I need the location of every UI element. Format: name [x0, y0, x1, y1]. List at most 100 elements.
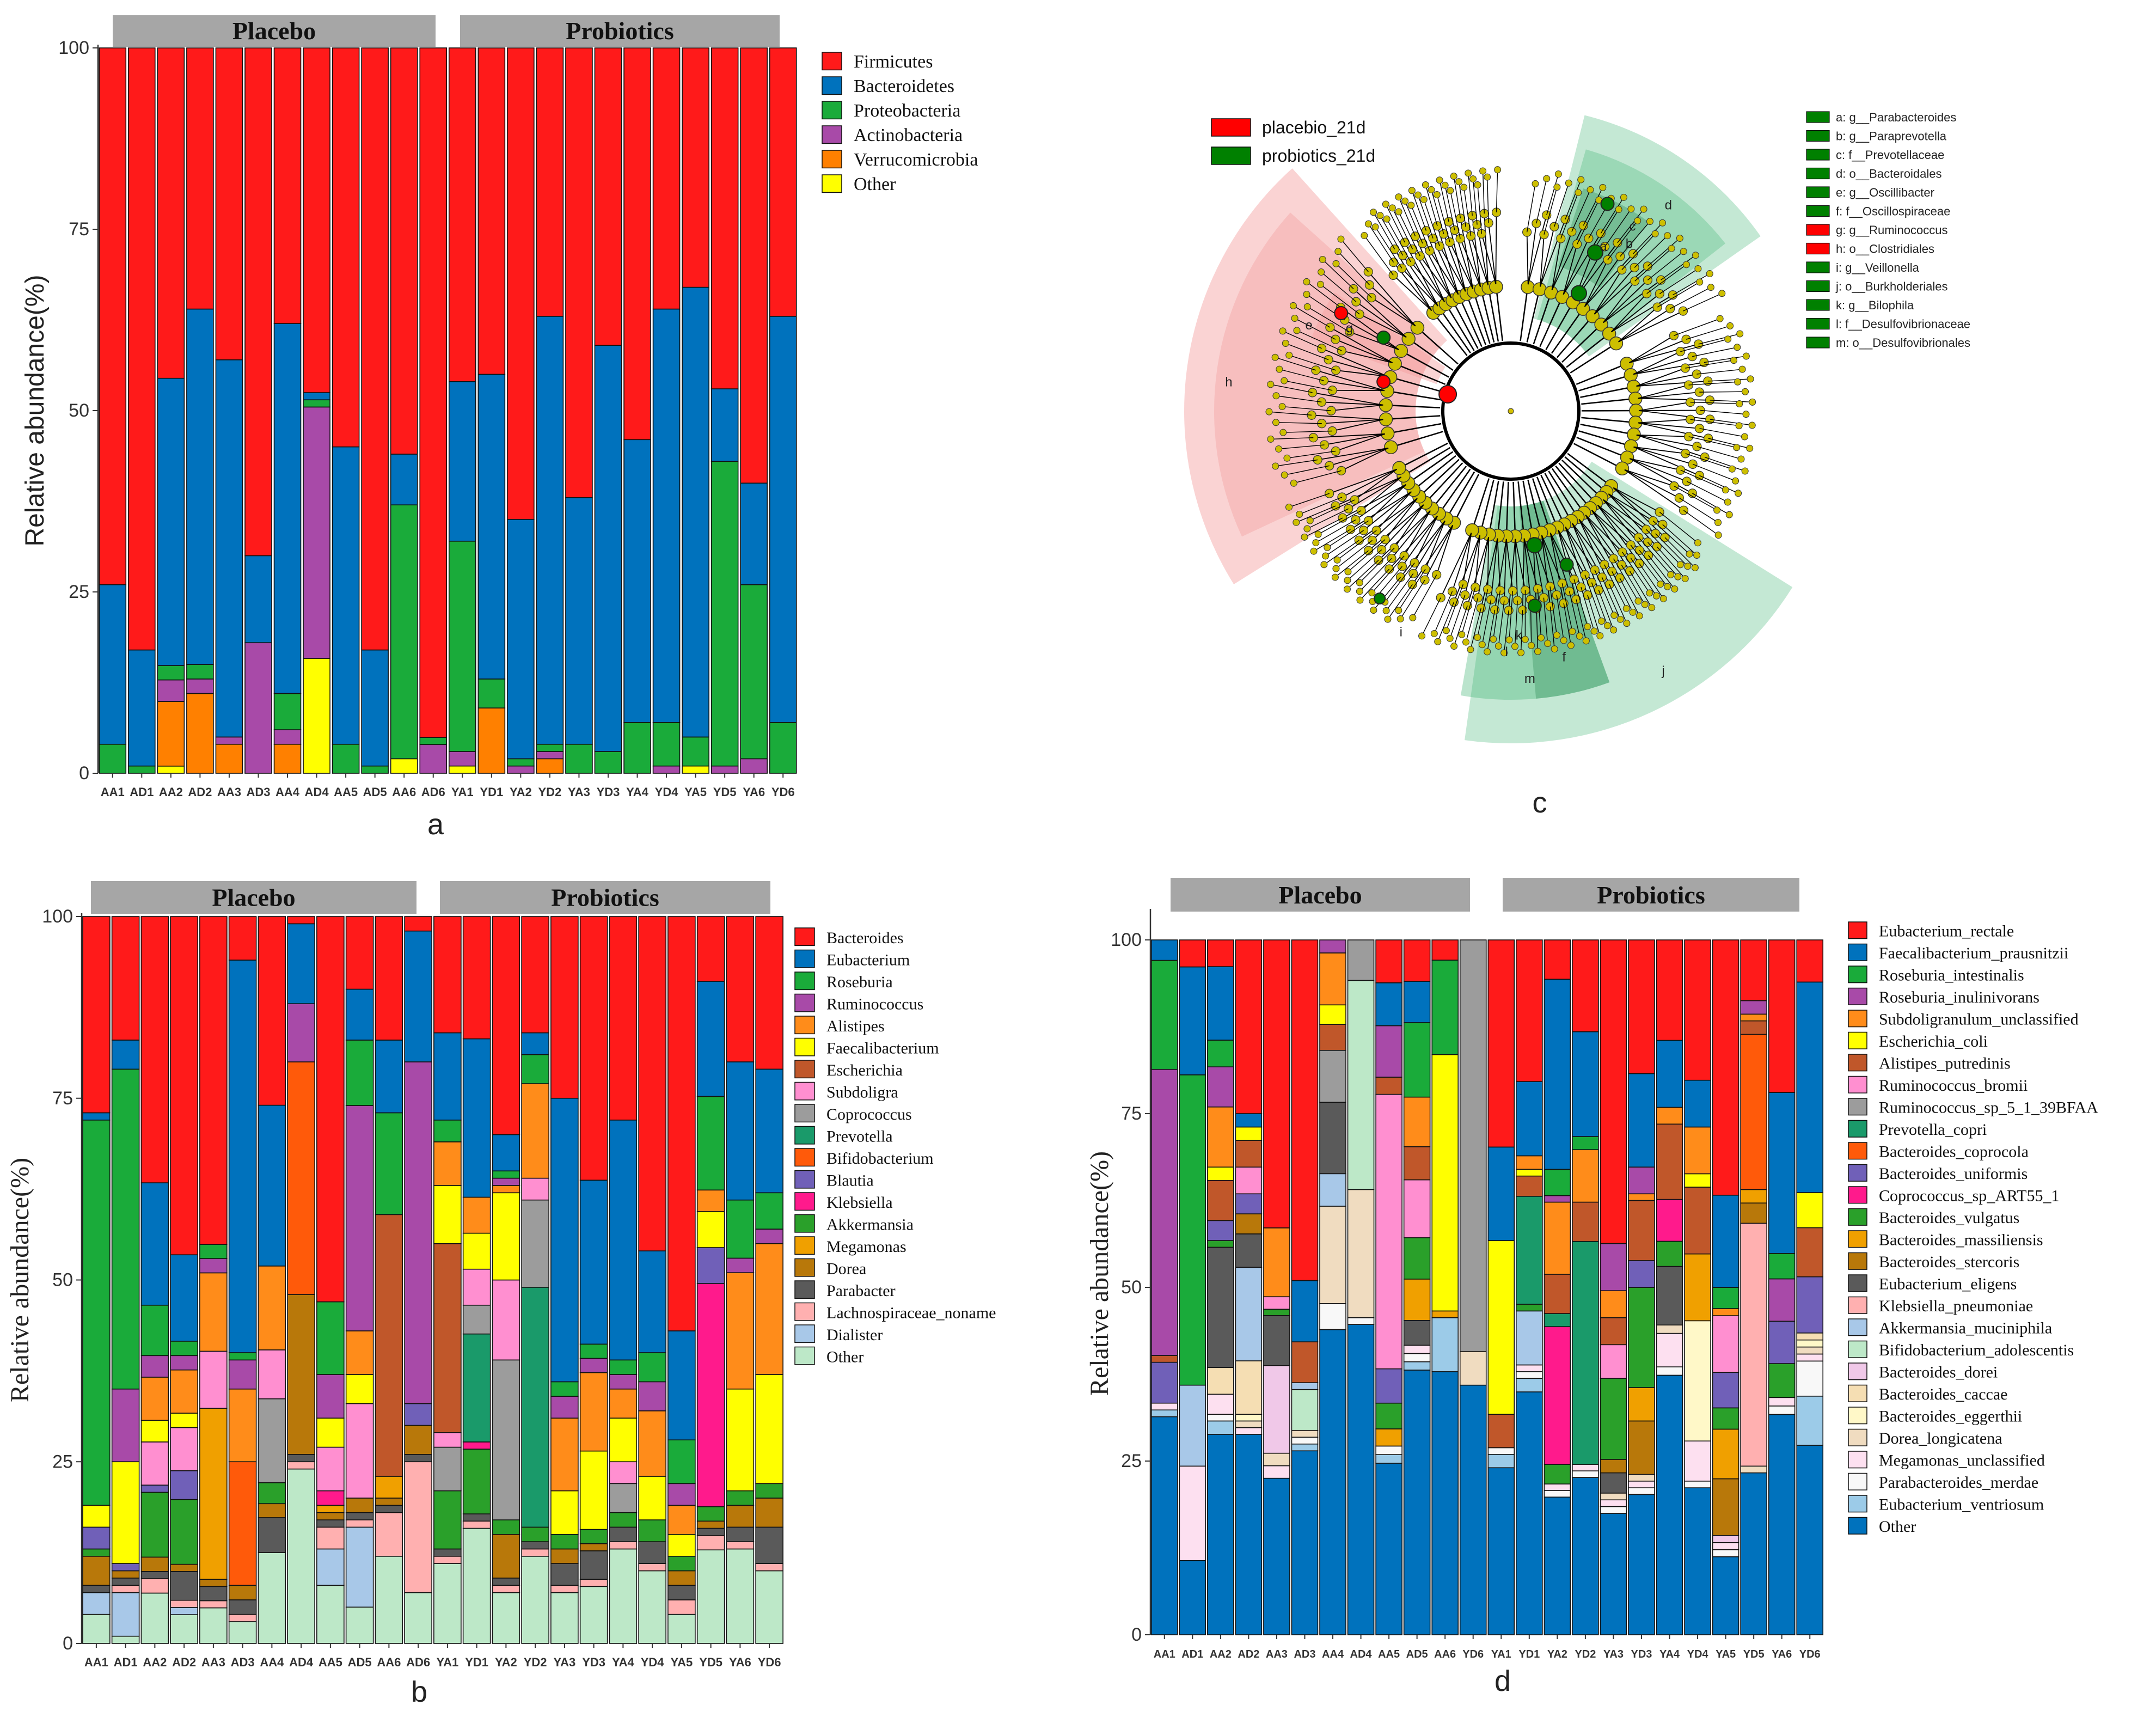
leaf-node — [1301, 533, 1308, 541]
bar-segment-YD3-Lachnospiraceae_noname — [579, 1579, 608, 1587]
branch — [1289, 493, 1330, 508]
bar-segment-AD5-Parabacteroides_merdae — [1403, 1353, 1431, 1362]
leaf-node — [1296, 510, 1303, 518]
legend-swatch — [1848, 1010, 1867, 1028]
x-tick-label: YA4 — [626, 785, 649, 799]
branch — [1659, 511, 1698, 543]
bar-segment-YD5-Actinobacteria — [710, 765, 739, 774]
legend-swatch — [1848, 1164, 1867, 1182]
bar-segment-YD6-Bacteroides_eggerthii — [1796, 1339, 1824, 1348]
leaf-node — [1462, 638, 1470, 646]
bar-segment-AA1-Proteobacteria — [99, 743, 127, 774]
bar-segment-AA2-Dorea — [140, 1556, 169, 1572]
legend-swatch — [822, 52, 842, 71]
leaf-node — [1285, 503, 1293, 511]
bar-segment-AA4-Alistipes — [258, 1266, 286, 1351]
leaf-node — [1674, 573, 1682, 580]
branch — [1656, 546, 1686, 579]
leaf-node — [1409, 614, 1417, 621]
x-tick-label: YA1 — [436, 1655, 458, 1669]
branch — [1309, 499, 1355, 521]
branch — [1554, 183, 1570, 227]
legend-swatch — [1848, 1362, 1867, 1380]
leaf-node — [1356, 579, 1363, 586]
bar-segment-AA3-Subdoligra — [199, 1351, 228, 1409]
bar-segment-AA3-Ruminococcus — [199, 1258, 228, 1274]
branch — [1486, 609, 1496, 652]
bar-segment-YD1-Subdoligranulum_unclassified — [1516, 1155, 1543, 1170]
sector-letter-l: l — [1505, 645, 1508, 659]
leaf-node — [1474, 633, 1481, 641]
bar-segment-YA6-Other — [726, 1548, 755, 1644]
bar-segment-AD6-Actinobacteria — [419, 744, 448, 774]
leaf-node — [1736, 330, 1744, 338]
bar-segment-AD2-Dorea_longicatena — [1235, 1420, 1263, 1428]
bar-segment-YD2-Other — [1572, 1477, 1599, 1635]
bar-segment-YA5-Faecalibacterium — [667, 1533, 696, 1557]
branch — [1299, 497, 1343, 515]
leaf-node — [1395, 193, 1402, 201]
branch — [1624, 469, 1684, 511]
branch — [1704, 356, 1747, 363]
leaf-node — [1370, 209, 1377, 216]
bar-segment-YA2-Prevotella_copri — [1543, 1313, 1571, 1328]
bar-segment-AA5-Firmicutes — [332, 47, 360, 448]
legend-label: Subdoligra — [826, 1084, 898, 1102]
branch — [1633, 446, 1700, 476]
bar-segment-AD6-Lachnospiraceae_noname — [404, 1461, 432, 1593]
cladogram-key-swatch — [1806, 111, 1830, 123]
bar-segment-YA4-Bacteroidetes — [623, 439, 651, 723]
bar-segment-YA6-Bacteroidetes — [740, 482, 768, 585]
x-tick-label: YA5 — [684, 785, 707, 799]
clade-sector-c — [1558, 188, 1649, 288]
branch — [1551, 468, 1585, 514]
leaf-node — [1281, 471, 1288, 479]
branch — [1636, 434, 1689, 437]
legend-label: Faecalibacterium — [826, 1040, 939, 1058]
bar-segment-YD1-Bacteroides — [462, 916, 491, 1040]
biomarker-node — [1438, 384, 1457, 404]
legend-swatch — [1848, 1031, 1867, 1049]
legend-label: Bifidobacterium_adolescentis — [1879, 1341, 2074, 1359]
bar-segment-AA2-Other — [157, 766, 185, 774]
bar-segment-YA3-Megamonas_unclassified — [1600, 1499, 1627, 1507]
branch — [1578, 430, 1632, 447]
branch — [1487, 177, 1489, 223]
leaf-node — [1718, 290, 1726, 297]
bar-segment-YA6-Bacteroides — [726, 916, 755, 1062]
leaf-node — [1401, 197, 1409, 205]
leaf-node — [1395, 208, 1402, 216]
leaf-node — [1494, 642, 1502, 650]
x-tick-label: AA1 — [101, 785, 125, 799]
bar-segment-YD5-Bacteroides — [696, 916, 725, 982]
branch — [1517, 481, 1525, 536]
y-tick-label: 100 — [58, 38, 89, 58]
leaf-node — [1436, 176, 1443, 184]
bar-segment-YA5-Faecalibacterium_prausnitzii — [1712, 1194, 1739, 1288]
branch — [1645, 529, 1681, 565]
x-tick-label: YD5 — [713, 785, 737, 799]
legend-swatch — [1848, 1120, 1867, 1138]
leaf-node — [1322, 552, 1330, 560]
bar-segment-YD5-Eubacterium_rectale — [1740, 939, 1767, 1001]
branch — [1431, 190, 1444, 234]
bar-segment-YA2-Coprococcus_sp_ART55_1 — [1543, 1326, 1571, 1465]
leaf-node — [1303, 525, 1311, 533]
bar-segment-YD3-Bacteroides_uniformis — [1628, 1260, 1655, 1288]
branch — [1692, 347, 1737, 357]
branch — [1657, 282, 1700, 308]
bar-segment-YD1-Faecalibacterium_prausnitzii — [1516, 1081, 1543, 1157]
legend-swatch — [1848, 1142, 1867, 1160]
branch — [1373, 577, 1401, 610]
branch — [1584, 253, 1634, 307]
bar-segment-AD4-Proteobacteria — [303, 399, 330, 408]
branch — [1278, 444, 1325, 450]
legend-swatch — [1848, 1384, 1867, 1402]
bar-segment-AA2-Escherichia_coli — [1207, 1166, 1234, 1181]
clade-node — [1626, 380, 1641, 394]
bar-segment-AD2-Parabacter — [170, 1571, 198, 1601]
bar-segment-YD5-Alistipes — [696, 1189, 725, 1212]
cladogram-key-swatch — [1806, 337, 1830, 349]
x-tick-label: AA2 — [1210, 1648, 1232, 1660]
bar-segment-YD5-Bacteroides_massiliensis — [1740, 1189, 1767, 1203]
